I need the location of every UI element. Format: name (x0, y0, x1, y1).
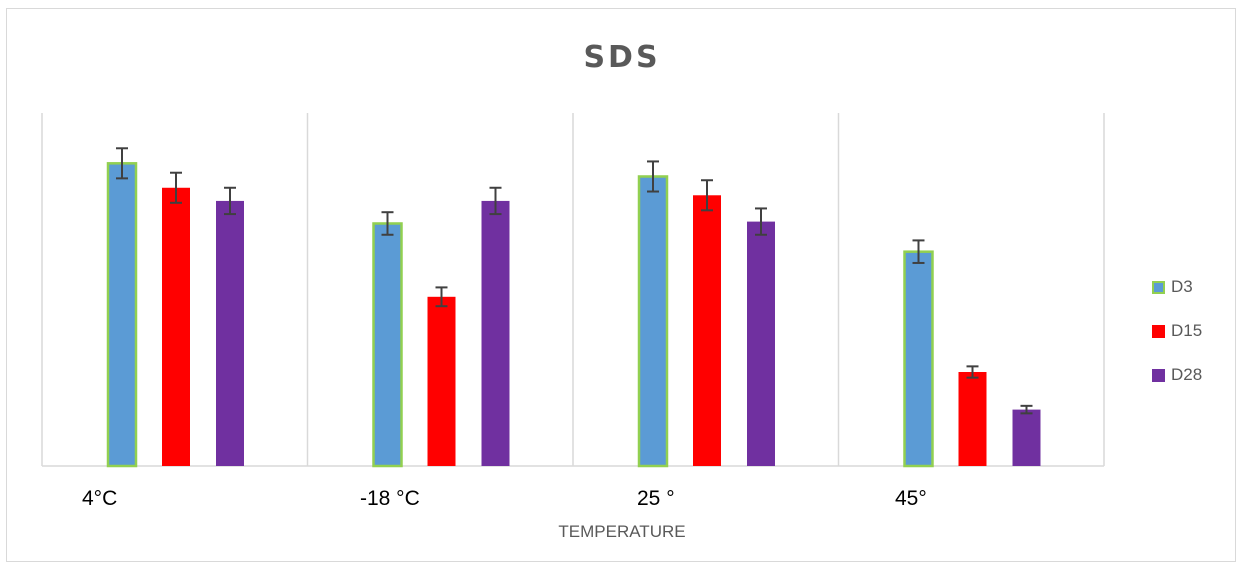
legend-swatch-d15 (1152, 324, 1165, 338)
legend-item-d15: D15 (1152, 320, 1202, 342)
x-axis-title: TEMPERATURE (558, 522, 686, 541)
bar-d15-2 (693, 195, 721, 466)
category-label-4c: 4°C (82, 487, 118, 510)
bar-d15-1 (427, 296, 456, 466)
bar-d28-2 (747, 221, 775, 466)
chart-title: SDS (583, 40, 661, 75)
bar-d28-3 (1012, 409, 1041, 466)
legend-label-d28: D28 (1171, 365, 1203, 384)
bar-d3-3 (903, 250, 934, 468)
bar-d28-1 (481, 200, 510, 467)
chart-frame (6, 8, 1236, 562)
category-label-m18c: -18 °C (360, 487, 420, 510)
bar-d3-1 (372, 222, 403, 468)
category-label-45c: 45° (895, 487, 927, 510)
legend-swatch-d3 (1152, 280, 1165, 294)
category-label-25c: 25 ° (637, 487, 675, 510)
legend-swatch-d28 (1152, 368, 1165, 382)
bar-d15-3 (958, 372, 987, 466)
legend-label-d15: D15 (1171, 321, 1203, 340)
bar-d15-0 (162, 187, 190, 466)
legend-item-d3: D3 (1152, 276, 1202, 298)
legend-label-d3: D3 (1171, 277, 1193, 296)
legend: D3 D15 D28 (1152, 276, 1202, 408)
bar-d3-0 (106, 162, 138, 468)
legend-item-d28: D28 (1152, 364, 1202, 386)
bar-d3-2 (637, 175, 669, 468)
bar-d28-0 (216, 200, 244, 467)
